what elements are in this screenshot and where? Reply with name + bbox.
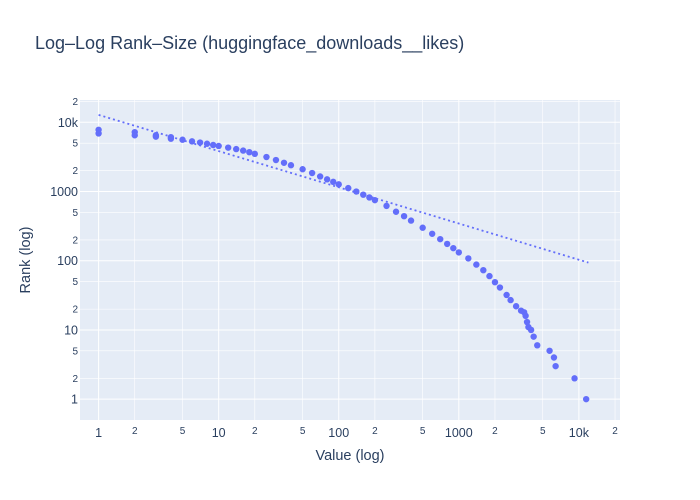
data-point xyxy=(582,395,590,403)
data-point xyxy=(239,147,247,154)
data-point xyxy=(527,326,535,334)
data-point xyxy=(400,212,408,220)
x-minor-tick-label: 2 xyxy=(252,426,258,437)
data-point xyxy=(299,166,306,173)
x-minor-tick-label: 5 xyxy=(180,426,186,437)
x-minor-tick-label: 2 xyxy=(132,426,138,437)
y-axis-title: Rank (log) xyxy=(18,227,34,294)
data-point xyxy=(419,224,426,231)
data-point xyxy=(571,375,578,382)
data-point xyxy=(353,188,360,195)
data-point xyxy=(428,230,436,237)
data-point xyxy=(203,140,211,147)
data-point xyxy=(383,202,390,210)
y-minor-tick-label: 2 xyxy=(72,97,78,108)
data-point xyxy=(530,333,537,340)
y-minor-tick-label: 5 xyxy=(72,139,78,150)
data-point xyxy=(480,266,487,274)
y-minor-tick-label: 5 xyxy=(72,346,78,357)
y-tick-label: 10k xyxy=(58,116,79,130)
data-point xyxy=(443,240,451,248)
x-minor-tick-label: 2 xyxy=(372,426,378,437)
data-point xyxy=(522,312,529,320)
data-point xyxy=(503,291,510,299)
data-point xyxy=(196,139,204,146)
data-point xyxy=(534,342,541,349)
y-minor-tick-label: 2 xyxy=(72,374,78,385)
x-tick-label: 10k xyxy=(569,426,590,440)
data-point xyxy=(512,303,520,310)
x-minor-tick-label: 2 xyxy=(612,426,618,437)
data-point xyxy=(486,272,493,280)
data-point xyxy=(450,244,457,252)
data-point xyxy=(251,150,259,158)
data-point xyxy=(335,181,342,188)
y-minor-tick-label: 2 xyxy=(72,305,78,316)
x-tick-label: 10 xyxy=(212,426,226,440)
data-point xyxy=(272,156,280,164)
x-minor-tick-label: 5 xyxy=(540,426,546,437)
y-minor-tick-label: 2 xyxy=(72,235,78,246)
data-point xyxy=(366,194,373,201)
y-tick-label: 100 xyxy=(57,254,78,268)
y-minor-tick-label: 5 xyxy=(72,277,78,288)
data-point xyxy=(209,141,217,149)
data-point xyxy=(287,162,295,169)
data-point xyxy=(465,255,472,262)
data-point xyxy=(179,136,186,143)
data-point xyxy=(330,178,337,186)
data-point xyxy=(263,153,270,161)
x-tick-label: 100 xyxy=(328,426,349,440)
data-point xyxy=(523,318,531,326)
data-point xyxy=(246,148,253,156)
y-minor-tick-label: 2 xyxy=(72,166,78,177)
data-point xyxy=(392,208,400,215)
chart-title: Log–Log Rank–Size (huggingface_downloads… xyxy=(35,33,465,53)
data-point xyxy=(496,284,504,291)
data-point xyxy=(224,144,232,151)
y-tick-label: 10 xyxy=(64,323,78,337)
data-point xyxy=(308,169,316,177)
data-point xyxy=(507,296,514,304)
data-point xyxy=(455,249,463,256)
data-point xyxy=(550,354,558,361)
x-tick-label: 1 xyxy=(95,426,102,440)
data-point xyxy=(360,191,367,198)
data-point xyxy=(491,278,499,286)
y-tick-label: 1 xyxy=(71,393,78,407)
y-tick-label: 1000 xyxy=(50,185,78,199)
x-tick-label: 1000 xyxy=(445,426,473,440)
x-minor-tick-label: 5 xyxy=(300,426,306,437)
plot-area xyxy=(80,100,620,420)
data-point xyxy=(437,235,444,243)
data-point xyxy=(546,347,553,354)
data-point xyxy=(407,217,415,224)
data-point xyxy=(345,184,352,192)
x-minor-tick-label: 5 xyxy=(420,426,426,437)
data-point xyxy=(323,176,331,183)
data-point xyxy=(371,196,379,204)
data-point xyxy=(233,145,240,153)
data-point xyxy=(280,159,288,166)
x-axis-title: Value (log) xyxy=(315,448,384,464)
data-point xyxy=(316,173,324,180)
data-point xyxy=(552,362,559,370)
data-point xyxy=(131,132,138,139)
data-point xyxy=(152,133,160,140)
data-point xyxy=(215,142,222,150)
x-minor-tick-label: 2 xyxy=(492,426,498,437)
data-point xyxy=(95,130,102,137)
data-point xyxy=(473,261,480,268)
data-point xyxy=(188,138,196,145)
data-point xyxy=(167,135,175,142)
y-minor-tick-label: 5 xyxy=(72,208,78,219)
